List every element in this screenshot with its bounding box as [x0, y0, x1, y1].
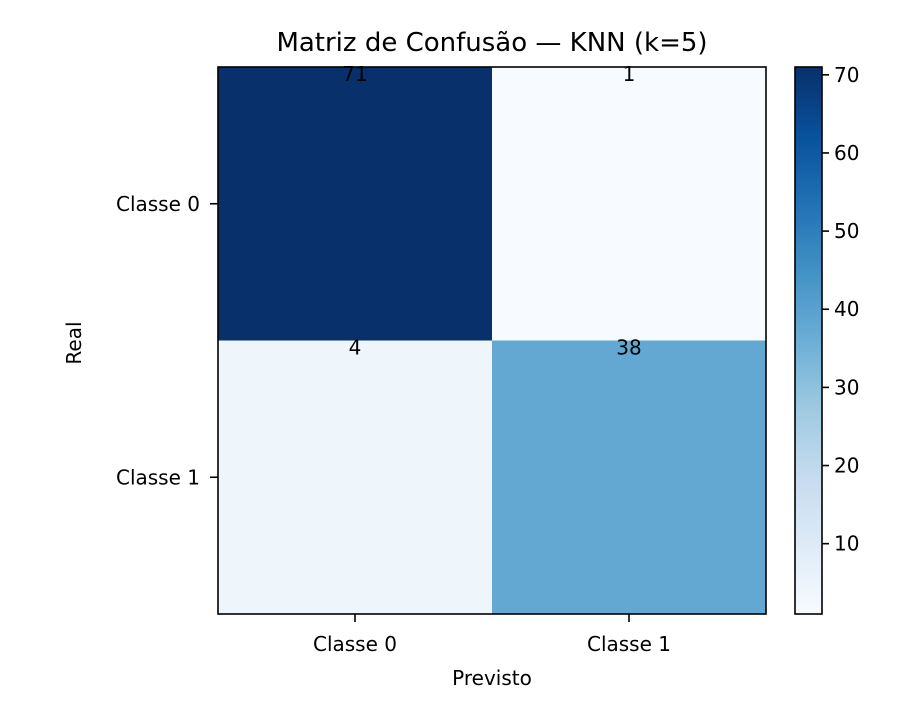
cell-value-label: 71: [342, 62, 367, 86]
y-axis-ticks: Classe 0 Classe 1: [116, 192, 218, 489]
x-tick-label: Classe 1: [587, 632, 671, 656]
colorbar-ticks: 10 20 30 40 50 60 70: [822, 63, 859, 556]
colorbar-tick-label: 10: [834, 532, 859, 556]
heatmap-cell-r1-c0: [218, 340, 492, 614]
cell-value-label: 1: [623, 62, 636, 86]
colorbar-tick-label: 60: [834, 141, 859, 165]
x-axis-ticks: Classe 0 Classe 1: [313, 614, 671, 656]
heatmap-cells: [218, 67, 766, 614]
colorbar-tick-label: 70: [834, 63, 859, 87]
heatmap-cell-r1-c1: [492, 340, 766, 614]
x-axis-label: Previsto: [452, 666, 532, 690]
colorbar-tick-label: 30: [834, 375, 859, 399]
plot-frame: [217, 66, 767, 615]
cell-value-label: 4: [349, 335, 362, 359]
cell-value-label: 38: [616, 335, 641, 359]
heatmap-cell-r0-c1: [492, 67, 766, 341]
colorbar-tick-label: 50: [834, 219, 859, 243]
heatmap-cell-r0-c0: [218, 67, 492, 341]
y-tick-label: Classe 1: [116, 465, 200, 489]
y-axis-label: Real: [62, 321, 86, 364]
colorbar-tick-label: 40: [834, 297, 859, 321]
colorbar-tick-label: 20: [834, 454, 859, 478]
y-tick-label: Classe 0: [116, 192, 200, 216]
colorbar: [794, 66, 823, 615]
chart-title: Matriz de Confusão — KNN (k=5): [276, 28, 707, 58]
x-tick-label: Classe 0: [313, 632, 397, 656]
heatmap-cell-labels: 71 1 4 38: [342, 62, 641, 360]
